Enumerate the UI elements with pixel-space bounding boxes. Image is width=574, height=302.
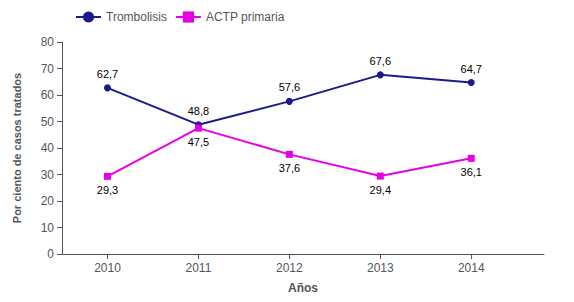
svg-text:40: 40 bbox=[41, 141, 55, 155]
svg-text:47,5: 47,5 bbox=[188, 136, 209, 148]
svg-text:37,6: 37,6 bbox=[279, 162, 300, 174]
svg-text:2013: 2013 bbox=[367, 261, 394, 275]
svg-text:Años: Años bbox=[288, 281, 318, 295]
svg-text:10: 10 bbox=[41, 221, 55, 235]
svg-text:57,6: 57,6 bbox=[279, 81, 300, 93]
svg-text:50: 50 bbox=[41, 115, 55, 129]
svg-text:67,6: 67,6 bbox=[370, 55, 391, 67]
svg-text:48,8: 48,8 bbox=[188, 105, 209, 117]
svg-text:62,7: 62,7 bbox=[97, 68, 118, 80]
svg-text:2014: 2014 bbox=[458, 261, 485, 275]
svg-text:29,4: 29,4 bbox=[370, 184, 391, 196]
svg-text:80: 80 bbox=[41, 35, 55, 49]
svg-text:60: 60 bbox=[41, 88, 55, 102]
svg-text:20: 20 bbox=[41, 194, 55, 208]
svg-text:30: 30 bbox=[41, 168, 55, 182]
svg-text:Por ciento de casos tratados: Por ciento de casos tratados bbox=[11, 73, 23, 223]
svg-text:ACTP primaria: ACTP primaria bbox=[206, 10, 285, 24]
svg-text:0: 0 bbox=[47, 247, 54, 261]
svg-text:2011: 2011 bbox=[186, 261, 212, 275]
svg-text:29,3: 29,3 bbox=[97, 184, 118, 196]
svg-text:2012: 2012 bbox=[276, 261, 303, 275]
svg-text:Trombolisis: Trombolisis bbox=[106, 10, 167, 24]
svg-text:36,1: 36,1 bbox=[461, 166, 482, 178]
svg-text:64,7: 64,7 bbox=[461, 63, 482, 75]
svg-text:70: 70 bbox=[41, 62, 55, 76]
svg-text:2010: 2010 bbox=[94, 261, 121, 275]
